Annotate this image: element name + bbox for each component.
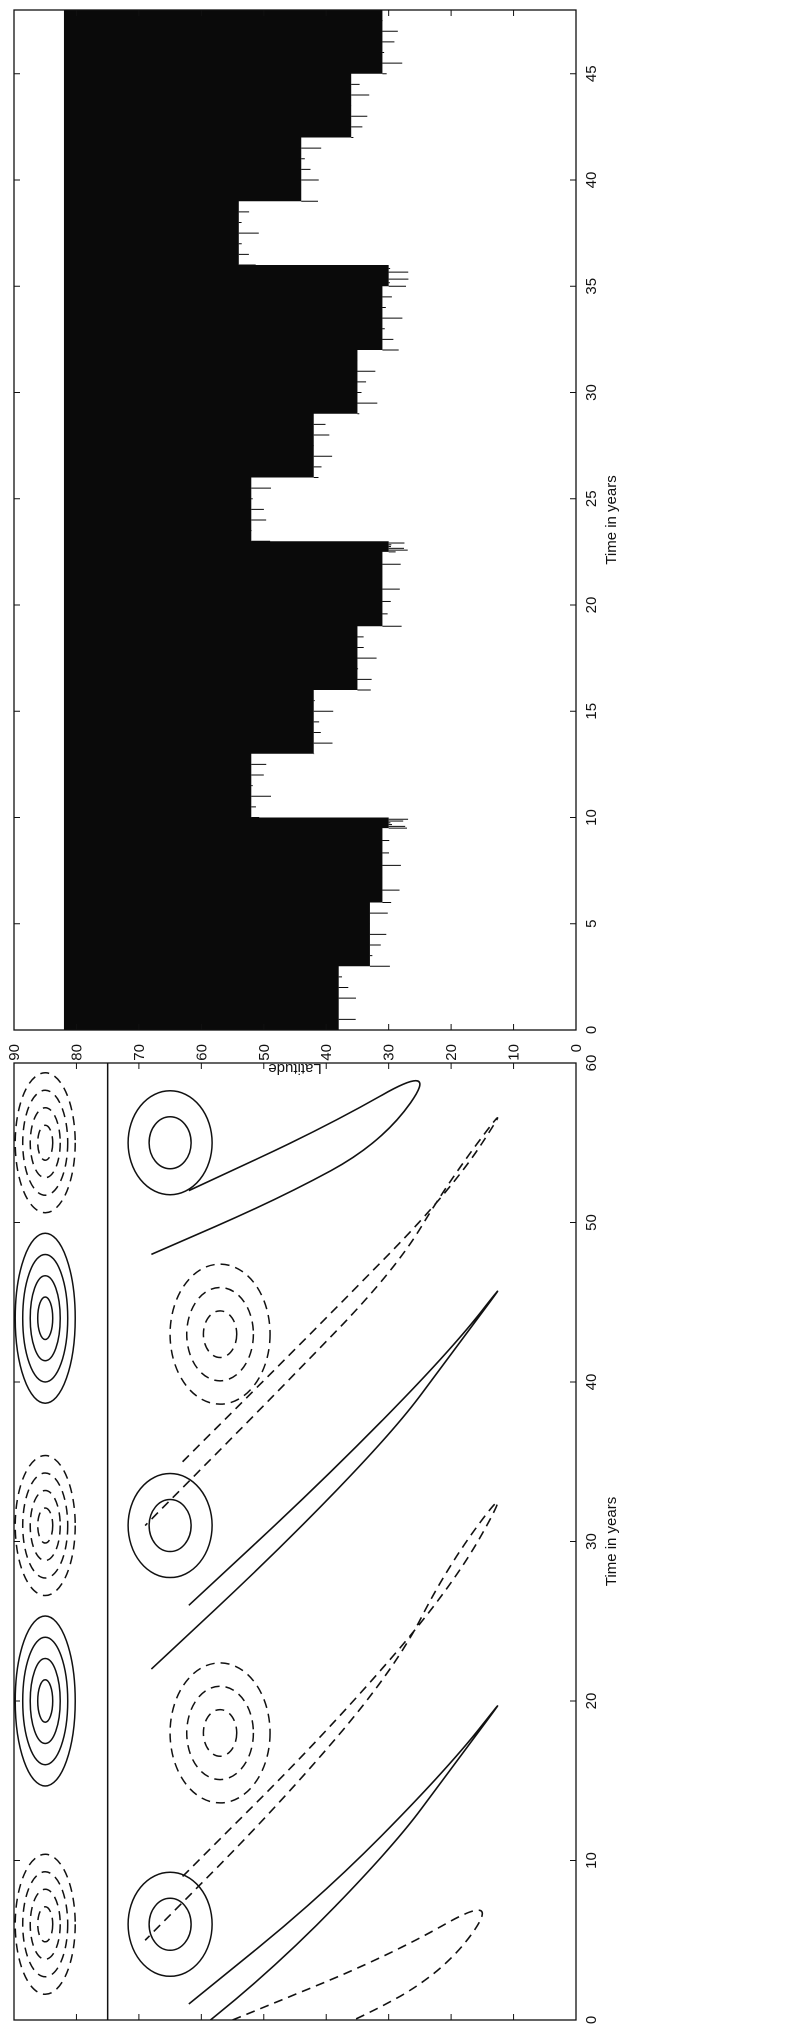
solid-closed-contour [148,1116,192,1170]
dashed-closed-contour [169,1662,271,1804]
lat-tick-label: 0 [568,1044,585,1052]
dashed-closed-contour [36,1906,54,1943]
time-tick-label: 40 [583,172,600,189]
latitude-extent-chart: 0 10 20 30 40 50 60 70 80 90 0 5 10 15 20 25 30 35 40 45 Tim… [6,9,620,1077]
lat-tick-label: 70 [131,1044,148,1061]
dashed-closed-contour [21,1871,69,1978]
dashed-contour-line [144,1501,499,1941]
dashed-closed-contour [21,1089,69,1196]
contour-layer [14,1063,499,2020]
time-tick-label: 50 [583,1214,600,1231]
solid-contour-line [188,1705,499,2020]
lat-tick-label: 90 [6,1044,23,1061]
dashed-closed-contour [14,1853,76,1996]
contour-chart: 01020304050607080900102030405060Time in … [13,1055,620,2024]
dashed-contour-line [144,1117,499,1527]
lat-tick-label: 80 [68,1044,85,1061]
lat-tick-label: 30 [381,1044,398,1061]
time-tick-label: 35 [583,278,600,295]
solid-closed-contour [127,1871,213,1978]
time-tick-label: 30 [583,1533,600,1550]
plot-bg [14,1063,576,2020]
time-tick-label: 30 [583,384,600,401]
time-tick-label: 40 [583,1374,600,1391]
dashed-closed-contour [202,1310,238,1359]
lat-tick-label: 20 [443,1044,460,1061]
solid-closed-contour [148,1897,192,1952]
dashed-closed-contour [169,1263,271,1405]
x-axis-label: Time in years [603,475,620,564]
time-tick-label: 0 [583,2016,600,2024]
lat-tick-label: 50 [256,1044,273,1061]
y-axis-label: Latitude [268,1060,321,1077]
solid-closed-contour [29,1274,61,1362]
lat-tick-label: 10 [506,1044,523,1061]
dashed-closed-contour [36,1124,54,1161]
time-tick-label: 45 [583,65,600,82]
dashed-closed-contour [185,1685,255,1781]
dashed-closed-contour [185,1286,255,1382]
time-tick-label: 25 [583,490,600,507]
time-tick-label: 20 [583,597,600,614]
lat-tick-label: 40 [318,1044,335,1061]
dashed-closed-contour [36,1507,54,1544]
dashed-closed-contour [29,1489,61,1562]
time-tick-label: 20 [583,1693,600,1710]
dashed-closed-contour [29,1107,61,1179]
filled-region [63,10,389,1030]
solid-contour-line [151,1080,421,1256]
solid-closed-contour [29,1657,61,1745]
solid-closed-contour [21,1636,69,1766]
dashed-closed-contour [202,1708,238,1757]
solid-closed-contour [21,1253,69,1383]
lat-tick-label: 60 [193,1044,210,1061]
solid-closed-contour [127,1090,213,1196]
solid-closed-contour [127,1472,213,1579]
dashed-closed-contour [21,1472,69,1579]
time-tick-label: 10 [583,1852,600,1869]
time-tick-label: 15 [583,703,600,720]
time-tick-label: 10 [583,809,600,826]
time-tick-label: 0 [583,1026,600,1034]
dashed-closed-contour [14,1072,76,1214]
dashed-closed-contour [14,1454,76,1597]
solid-closed-contour [148,1498,192,1553]
solid-closed-contour [36,1679,54,1723]
dashed-contour-line [232,1909,484,2020]
time-tick-label: 60 [583,1055,600,1072]
plot-frame [13,9,577,1031]
solid-closed-contour [14,1232,76,1404]
solid-contour-line [150,1290,499,1670]
solid-closed-contour [36,1296,54,1341]
dashed-closed-contour [29,1888,61,1961]
time-tick-label: 5 [583,920,600,928]
x-axis-label: Time in years [603,1497,620,1586]
